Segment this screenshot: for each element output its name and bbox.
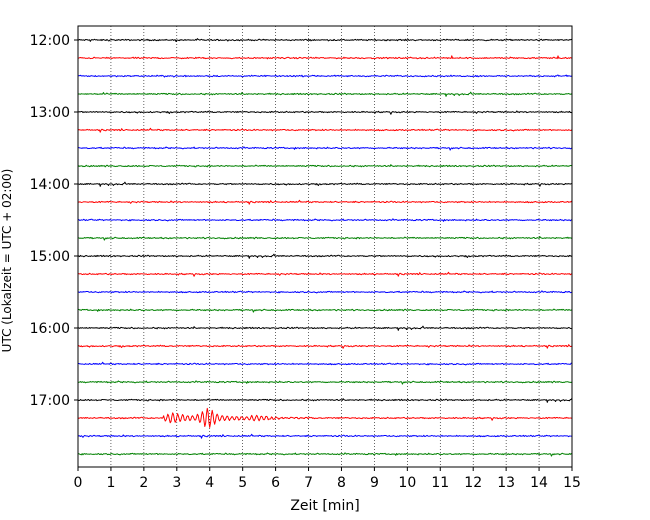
trace-1415 <box>77 199 573 205</box>
x-tick-label: 2 <box>139 475 148 491</box>
trace-1400 <box>77 181 573 187</box>
trace-1615 <box>77 344 573 349</box>
trace-1630 <box>77 361 573 366</box>
trace-1230 <box>77 74 573 78</box>
trace-1700 <box>77 397 573 403</box>
x-tick-label: 9 <box>370 475 379 491</box>
trace-1645 <box>77 380 573 385</box>
x-tick-label: 13 <box>497 475 515 491</box>
trace-1300 <box>77 110 573 115</box>
x-tick-label: 11 <box>431 475 449 491</box>
x-tick-label: 8 <box>337 475 346 491</box>
y-tick-label: 16:00 <box>30 321 70 337</box>
trace-group <box>77 38 573 457</box>
trace-1245 <box>77 91 573 97</box>
x-tick-label: 15 <box>563 475 581 491</box>
trace-1345 <box>77 164 573 168</box>
trace-1315 <box>77 127 573 133</box>
y-axis: 12:00 13:00 14:00 15:00 16:00 17:00 <box>30 33 78 409</box>
y-tick-label: 13:00 <box>30 105 70 121</box>
y-tick-label: 17:00 <box>30 393 70 409</box>
y-tick-label: 15:00 <box>30 249 70 265</box>
x-tick-label: 12 <box>464 475 482 491</box>
x-tick-label: 3 <box>172 475 181 491</box>
trace-1215 <box>77 55 573 60</box>
trace-1500 <box>77 253 573 259</box>
x-tick-label: 5 <box>238 475 247 491</box>
x-tick-label: 0 <box>74 475 83 491</box>
x-tick-label: 14 <box>530 475 548 491</box>
trace-1715 <box>77 407 573 428</box>
y-tick-label: 14:00 <box>30 177 70 193</box>
plot-frame <box>77 25 573 468</box>
x-tick-label: 7 <box>304 475 313 491</box>
trace-1530 <box>77 290 573 294</box>
y-tick-label: 12:00 <box>30 33 70 49</box>
y-axis-label: UTC (Lokalzeit = UTC + 02:00) <box>0 169 14 353</box>
trace-1600 <box>77 325 573 331</box>
x-tick-label: 4 <box>205 475 214 491</box>
trace-1430 <box>77 218 573 222</box>
trace-1330 <box>77 146 573 151</box>
trace-1545 <box>77 308 573 313</box>
trace-1515 <box>77 271 573 277</box>
x-axis-label: Zeit [min] <box>290 498 359 514</box>
trace-1745 <box>77 452 573 457</box>
x-tick-label: 10 <box>398 475 416 491</box>
trace-1730 <box>77 433 573 439</box>
trace-1445 <box>77 236 573 241</box>
x-tick-label: 6 <box>271 475 280 491</box>
x-axis: 0 1 2 3 4 5 6 7 8 9 10 11 12 13 14 15 <box>74 467 581 491</box>
x-tick-label: 1 <box>106 475 115 491</box>
trace-1200 <box>77 38 573 42</box>
